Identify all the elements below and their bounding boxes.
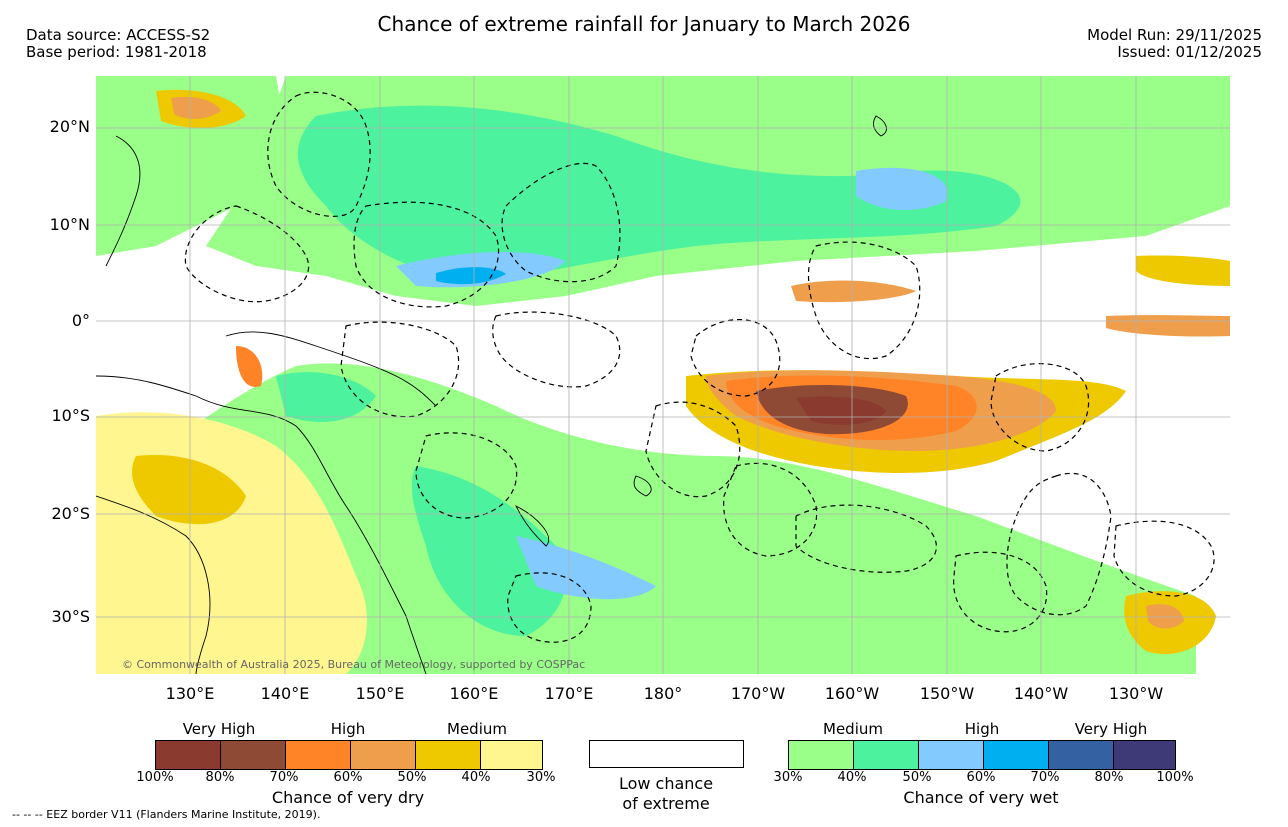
dry-tick-30: 30% bbox=[526, 770, 556, 785]
lon-label-180: 180° bbox=[643, 684, 683, 703]
lon-label-150w: 150°W bbox=[919, 684, 975, 703]
low-chance-line1: Low chance bbox=[618, 774, 714, 793]
dry-tick-70: 70% bbox=[269, 770, 299, 785]
wet-tick-40: 40% bbox=[837, 770, 867, 785]
wet-tick-70: 70% bbox=[1030, 770, 1060, 785]
wet-tick-60: 60% bbox=[966, 770, 996, 785]
wet-swatch-5 bbox=[1049, 741, 1114, 769]
dry-tick-60: 60% bbox=[333, 770, 363, 785]
dry-swatch-4 bbox=[351, 741, 416, 769]
data-source: Data source: ACCESS-S2 bbox=[26, 26, 211, 44]
lat-label-10s: 10°S bbox=[51, 406, 90, 425]
low-chance-label: Low chance of extreme bbox=[566, 774, 766, 814]
wet-colorbar bbox=[788, 740, 1176, 770]
grid-lines bbox=[96, 76, 1230, 674]
eez-borders bbox=[184, 91, 1215, 643]
wet-swatch-6 bbox=[1114, 741, 1175, 769]
dry-legend-title: Chance of very dry bbox=[271, 788, 425, 807]
dry-tick-100: 100% bbox=[136, 770, 174, 785]
wet-tick-80: 80% bbox=[1094, 770, 1124, 785]
wet-legend-title: Chance of very wet bbox=[903, 788, 1059, 807]
dry-regions bbox=[96, 89, 1230, 674]
low-chance-swatch bbox=[589, 740, 744, 768]
wet-swatch-3 bbox=[919, 741, 984, 769]
map-title: Chance of extreme rainfall for January t… bbox=[377, 12, 911, 36]
run-info: Model Run: 29/11/2025 Issued: 01/12/2025 bbox=[1087, 27, 1262, 61]
model-run: Model Run: 29/11/2025 bbox=[1087, 26, 1262, 44]
wet-category-high: High bbox=[964, 720, 1000, 738]
lon-label-170w: 170°W bbox=[730, 684, 786, 703]
dry-swatch-6 bbox=[481, 741, 542, 769]
dry-category-medium: Medium bbox=[447, 720, 507, 738]
wet-regions bbox=[96, 76, 1230, 674]
dry-colorbar bbox=[155, 740, 543, 770]
land-outlines bbox=[96, 115, 887, 674]
lon-label-150e: 150°E bbox=[355, 684, 405, 703]
copyright-note: © Commonwealth of Australia 2025, Bureau… bbox=[122, 658, 586, 671]
wet-swatch-4 bbox=[984, 741, 1049, 769]
dry-swatch-5 bbox=[416, 741, 481, 769]
dry-tick-80: 80% bbox=[205, 770, 235, 785]
lat-label-10n: 10°N bbox=[49, 215, 90, 234]
lon-label-140e: 140°E bbox=[260, 684, 310, 703]
lon-label-130w: 130°W bbox=[1108, 684, 1164, 703]
lon-label-160e: 160°E bbox=[449, 684, 499, 703]
dry-tick-50: 50% bbox=[397, 770, 427, 785]
low-chance-line2: of extreme bbox=[622, 794, 710, 813]
dry-swatch-3 bbox=[286, 741, 351, 769]
base-period: Base period: 1981-2018 bbox=[26, 43, 207, 61]
lat-label-20s: 20°S bbox=[51, 504, 90, 523]
dry-category-high: High bbox=[330, 720, 366, 738]
lat-label-20n: 20°N bbox=[49, 117, 90, 136]
wet-swatch-2 bbox=[854, 741, 919, 769]
wet-swatch-1 bbox=[789, 741, 854, 769]
eez-footer-note: -- -- -- EEZ border V11 (Flanders Marine… bbox=[12, 808, 321, 821]
dry-swatch-1 bbox=[156, 741, 221, 769]
rainfall-map bbox=[96, 76, 1230, 674]
lon-label-160w: 160°W bbox=[824, 684, 880, 703]
wet-tick-50: 50% bbox=[902, 770, 932, 785]
lon-label-170e: 170°E bbox=[544, 684, 594, 703]
wet-category-very-high: Very High bbox=[1074, 720, 1148, 738]
issued-date: Issued: 01/12/2025 bbox=[1117, 43, 1262, 61]
dry-category-very-high: Very High bbox=[182, 720, 256, 738]
lat-label-30s: 30°S bbox=[51, 607, 90, 626]
source-info: Data source: ACCESS-S2 Base period: 1981… bbox=[26, 27, 210, 61]
wet-category-medium: Medium bbox=[823, 720, 883, 738]
lat-label-0: 0° bbox=[71, 311, 90, 330]
wet-tick-100: 100% bbox=[1156, 770, 1194, 785]
lon-label-130e: 130°E bbox=[165, 684, 215, 703]
lon-label-140w: 140°W bbox=[1013, 684, 1069, 703]
dry-tick-40: 40% bbox=[461, 770, 491, 785]
wet-tick-30: 30% bbox=[773, 770, 803, 785]
dry-swatch-2 bbox=[221, 741, 286, 769]
